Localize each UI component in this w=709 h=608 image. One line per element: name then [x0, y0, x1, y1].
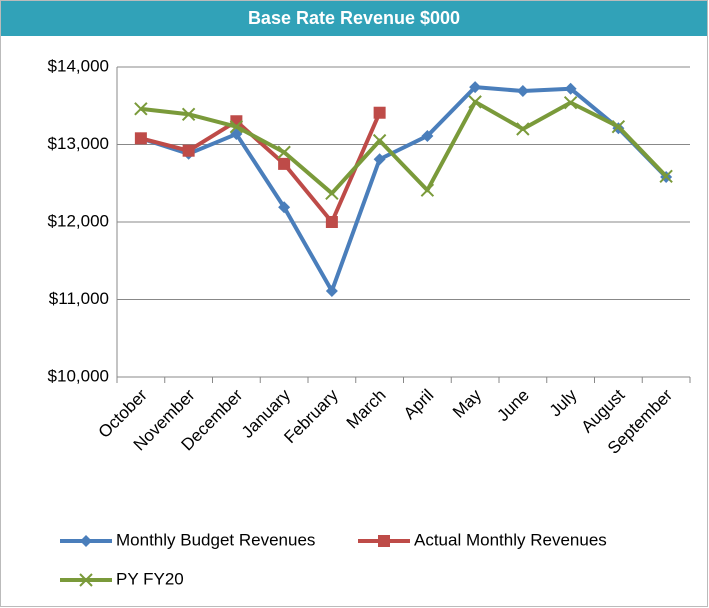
data-point	[373, 106, 386, 119]
y-tick-label: $13,000	[48, 134, 109, 153]
data-point	[468, 95, 482, 109]
title-bar	[1, 1, 707, 36]
legend-marker	[80, 535, 92, 547]
data-point	[564, 82, 577, 95]
data-point	[278, 157, 291, 170]
data-point	[516, 85, 529, 98]
y-tick-label: $14,000	[48, 56, 109, 75]
series-line	[140, 85, 668, 293]
series-line	[140, 111, 382, 224]
data-point	[325, 284, 338, 297]
legend-label: PY FY20	[116, 569, 184, 588]
legend-label: Actual Monthly Revenues	[414, 530, 607, 549]
data-point	[563, 95, 578, 110]
series-line	[140, 99, 668, 196]
y-tick-label: $11,000	[49, 289, 109, 308]
data-point	[277, 145, 291, 159]
data-point	[659, 169, 673, 183]
y-tick-label: $12,000	[48, 211, 109, 230]
data-point	[611, 119, 626, 134]
data-point	[420, 183, 435, 197]
data-point	[469, 81, 482, 94]
data-point	[516, 122, 530, 136]
data-point	[182, 144, 195, 157]
data-point	[325, 186, 339, 201]
data-point	[421, 129, 434, 142]
data-point	[134, 102, 148, 116]
data-point	[278, 201, 291, 214]
legend-marker	[79, 573, 93, 587]
data-point	[372, 133, 387, 148]
data-point	[373, 153, 386, 166]
legend-marker	[378, 535, 390, 547]
legend-label: Monthly Budget Revenues	[116, 530, 315, 549]
data-point	[134, 132, 147, 145]
chart-title: Base Rate Revenue $000	[248, 8, 460, 28]
data-point	[181, 107, 196, 121]
data-point	[229, 119, 244, 134]
y-tick-label: $10,000	[48, 366, 109, 385]
data-point	[325, 216, 338, 228]
